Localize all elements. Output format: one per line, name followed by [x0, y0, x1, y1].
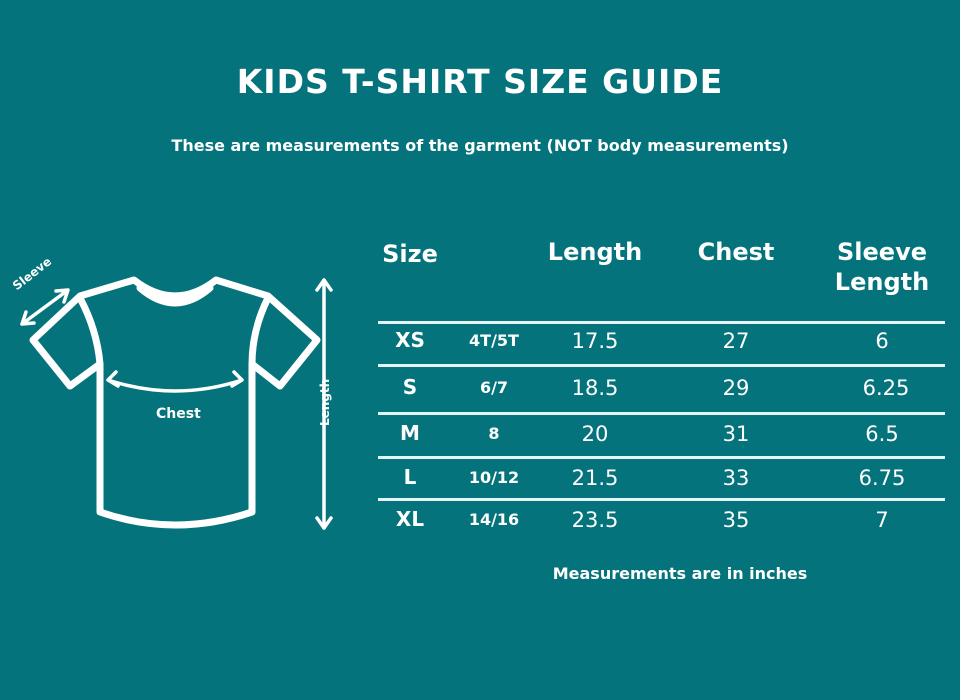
page-title: KIDS T-SHIRT SIZE GUIDE — [236, 62, 724, 101]
age-cell: 14/16 — [468, 510, 520, 529]
chest-cell: 27 — [722, 329, 750, 353]
age-cell: 10/12 — [468, 468, 520, 487]
sleeve-cell: 6.5 — [865, 422, 899, 446]
chest-cell: 29 — [722, 376, 750, 400]
row-divider — [378, 321, 945, 324]
size-cell: XL — [395, 507, 425, 531]
sleeve-cell: 7 — [875, 508, 889, 532]
sleeve-cell: 6 — [875, 329, 889, 353]
sleeve-seam-left — [76, 294, 104, 368]
tshirt-diagram — [20, 276, 333, 530]
header-chest: Chest — [697, 238, 775, 266]
length-cell: 20 — [581, 422, 609, 446]
row-divider — [378, 456, 945, 459]
length-cell: 17.5 — [571, 329, 619, 353]
age-cell: 4T/5T — [469, 331, 519, 350]
table-row: XS 4T/5T 17.5 27 6 — [0, 328, 960, 354]
length-cell: 23.5 — [571, 508, 619, 532]
row-divider — [378, 364, 945, 367]
subtitle: These are measurements of the garment (N… — [171, 136, 789, 155]
tshirt-outline — [29, 276, 321, 529]
size-cell: XS — [395, 328, 425, 352]
age-cell: 8 — [488, 424, 500, 443]
table-row: XL 14/16 23.5 35 7 — [0, 507, 960, 533]
header-sleeve-length: Sleeve Length — [812, 237, 952, 297]
row-divider — [378, 498, 945, 501]
table-row: M 8 20 31 6.5 — [0, 421, 960, 447]
size-cell: L — [403, 465, 417, 489]
chest-cell: 33 — [722, 466, 750, 490]
tshirt-collar — [136, 284, 214, 307]
sleeve-cell: 6.75 — [858, 466, 906, 490]
units-footnote: Measurements are in inches — [552, 564, 808, 583]
header-length: Length — [547, 238, 643, 266]
chest-cell: 35 — [722, 508, 750, 532]
length-arrow-icon — [315, 278, 333, 530]
length-cell: 18.5 — [571, 376, 619, 400]
size-cell: S — [402, 375, 418, 399]
header-sleeve-line2: Length — [834, 268, 930, 296]
chest-arrow-icon — [106, 370, 244, 393]
table-row: L 10/12 21.5 33 6.75 — [0, 465, 960, 491]
chest-label: Chest — [156, 406, 201, 422]
age-cell: 6/7 — [479, 378, 509, 397]
sleeve-seam-right — [248, 294, 272, 368]
header-size: Size — [382, 240, 438, 268]
header-sleeve-line1: Sleeve — [837, 238, 927, 266]
table-row: S 6/7 18.5 29 6.25 — [0, 375, 960, 401]
row-divider — [378, 412, 945, 415]
length-cell: 21.5 — [571, 466, 619, 490]
chest-cell: 31 — [722, 422, 750, 446]
sleeve-cell: 6.25 — [862, 376, 910, 400]
sleeve-arrow-icon — [20, 288, 70, 326]
size-cell: M — [400, 421, 420, 445]
